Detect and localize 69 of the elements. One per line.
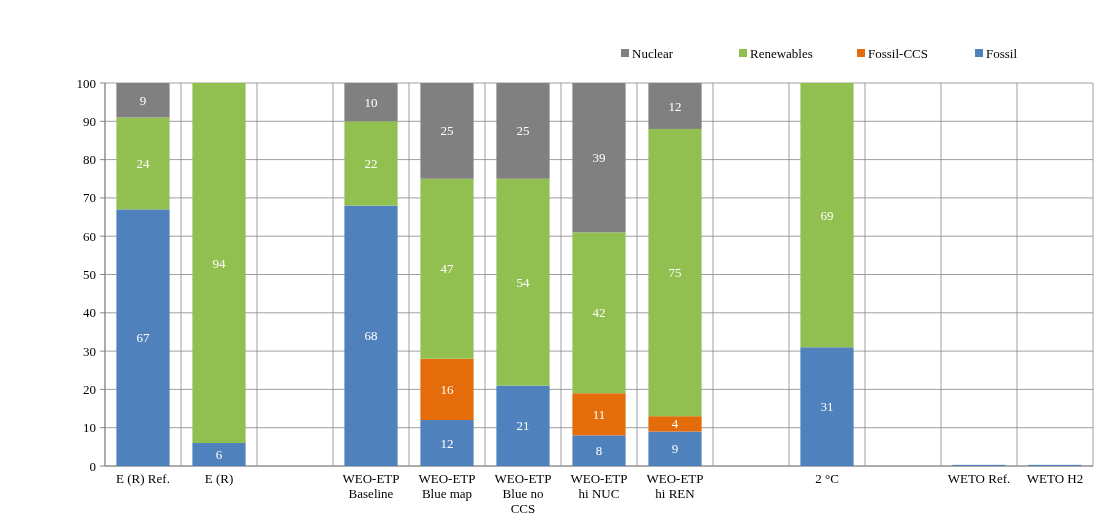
data-label: 31 [820, 399, 834, 415]
data-label: 25 [440, 123, 454, 139]
data-label: 21 [516, 418, 530, 434]
data-label: 16 [440, 381, 454, 397]
data-label: 68 [364, 328, 378, 344]
bar [572, 435, 626, 466]
bar [192, 83, 246, 444]
bar [344, 121, 398, 206]
bar [800, 347, 854, 466]
x-tick-label: WETO H2 [1026, 471, 1084, 486]
bar [648, 416, 702, 432]
data-label: 12 [668, 98, 682, 114]
y-tick-label: 40 [83, 305, 96, 321]
bar [192, 443, 246, 466]
x-tick-label: WEO-ETP Blue no CCS [494, 471, 552, 516]
data-label: 22 [364, 155, 378, 171]
bar [344, 205, 398, 466]
data-label: 9 [671, 441, 679, 457]
x-tick-label: WEO-ETP hi REN [646, 471, 704, 501]
bar [420, 420, 474, 466]
bar [800, 83, 854, 348]
y-tick-label: 20 [83, 381, 96, 397]
data-label: 67 [136, 330, 150, 346]
data-label: 94 [212, 255, 226, 271]
legend-label: Fossil-CCS [868, 45, 928, 61]
y-tick-label: 10 [83, 420, 96, 436]
bar [648, 431, 702, 466]
x-tick-label: E (R) Ref. [116, 471, 170, 486]
data-label: 75 [668, 265, 682, 281]
y-tick-label: 90 [83, 113, 96, 129]
bar [496, 385, 550, 466]
bar [420, 178, 474, 359]
data-label: 47 [440, 261, 454, 277]
x-tick-label: WEO-ETP Blue map [418, 471, 476, 501]
x-tick-label: WETO Ref. [947, 471, 1011, 486]
data-label: 54 [516, 274, 530, 290]
y-tick-label: 80 [83, 152, 96, 168]
bar [116, 117, 170, 210]
data-label: 25 [516, 123, 530, 139]
data-label: 8 [595, 443, 603, 459]
y-tick-label: 70 [83, 190, 96, 206]
legend-label: Fossil [986, 45, 1018, 61]
legend-label: Nuclear [632, 45, 674, 61]
bar [572, 232, 626, 394]
x-tick-label: WEO-ETP Baseline [342, 471, 400, 501]
y-tick-label: 100 [76, 75, 96, 91]
data-label: 4 [671, 416, 679, 432]
data-label: 6 [215, 447, 223, 463]
y-tick-label: 60 [83, 228, 96, 244]
data-label: 42 [592, 305, 606, 321]
data-label: 9 [139, 92, 147, 108]
data-label: 39 [592, 150, 606, 166]
bar [116, 209, 170, 466]
bar [572, 393, 626, 436]
bar [648, 128, 702, 417]
bar [496, 178, 550, 386]
x-tick-label: 2 °C [815, 471, 839, 486]
data-label: 69 [820, 207, 834, 223]
y-tick-label: 0 [89, 458, 96, 474]
y-tick-label: 30 [83, 343, 96, 359]
y-tick-label: 50 [83, 267, 96, 283]
data-label: 11 [592, 406, 606, 422]
bar [420, 358, 474, 421]
x-tick-label: WEO-ETP hi NUC [570, 471, 628, 501]
data-label: 12 [440, 435, 454, 451]
x-tick-label: E (R) [204, 471, 234, 486]
data-label: 10 [364, 94, 378, 110]
data-label: 24 [136, 155, 150, 171]
legend-label: Renewables [750, 45, 813, 61]
